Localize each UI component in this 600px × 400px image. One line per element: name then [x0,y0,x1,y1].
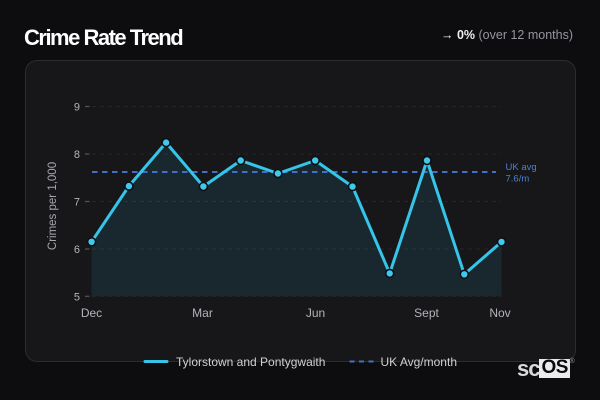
svg-text:Dec: Dec [81,306,102,320]
svg-text:UK avg: UK avg [506,162,537,173]
svg-text:Nov: Nov [489,306,510,320]
svg-text:5: 5 [74,291,80,303]
svg-text:9: 9 [74,102,80,114]
svg-text:6: 6 [74,244,80,256]
svg-text:Mar: Mar [192,306,213,320]
svg-text:Jun: Jun [306,306,325,320]
svg-text:Crimes per 1,000: Crimes per 1,000 [47,162,59,250]
svg-text:Sept: Sept [414,306,439,320]
svg-text:Tylorstown and Pontygwaith: Tylorstown and Pontygwaith [176,355,325,369]
svg-text:7: 7 [74,197,80,209]
svg-text:7.6/m: 7.6/m [506,174,530,185]
svg-text:8: 8 [74,149,80,161]
svg-text:UK Avg/month: UK Avg/month [381,355,458,369]
